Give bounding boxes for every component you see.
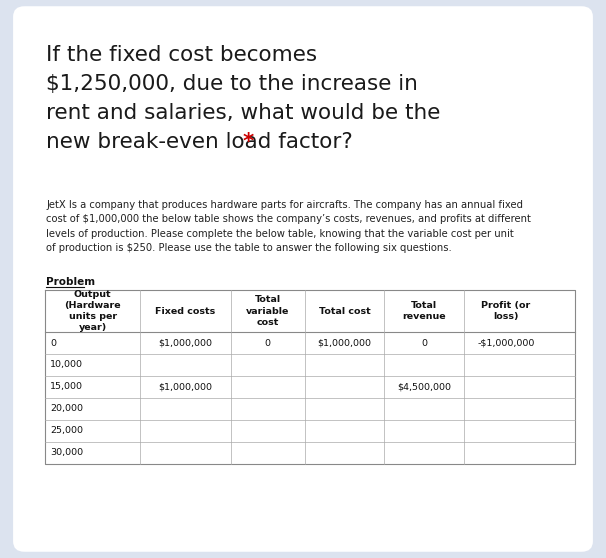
Text: Profit (or
loss): Profit (or loss) xyxy=(482,301,531,321)
Text: 0: 0 xyxy=(421,339,427,348)
Text: *: * xyxy=(242,132,253,152)
Text: 30,000: 30,000 xyxy=(50,449,83,458)
Text: 0: 0 xyxy=(265,339,271,348)
Text: Total
revenue: Total revenue xyxy=(402,301,446,321)
Text: new break-even load factor?: new break-even load factor? xyxy=(46,132,353,152)
Text: -$1,000,000: -$1,000,000 xyxy=(478,339,534,348)
Text: 0: 0 xyxy=(50,339,56,348)
Text: JetX Is a company that produces hardware parts for aircrafts. The company has an: JetX Is a company that produces hardware… xyxy=(46,200,531,253)
Text: rent and salaries, what would be the: rent and salaries, what would be the xyxy=(46,103,441,123)
Text: Fixed costs: Fixed costs xyxy=(155,306,216,315)
Text: 15,000: 15,000 xyxy=(50,382,83,392)
Text: $1,000,000: $1,000,000 xyxy=(158,382,213,392)
Text: 25,000: 25,000 xyxy=(50,426,83,435)
Text: $1,250,000, due to the increase in: $1,250,000, due to the increase in xyxy=(46,74,418,94)
Text: 20,000: 20,000 xyxy=(50,405,83,413)
Text: Total cost: Total cost xyxy=(319,306,370,315)
FancyBboxPatch shape xyxy=(13,6,593,552)
Text: If the fixed cost becomes: If the fixed cost becomes xyxy=(46,45,317,65)
Text: $4,500,000: $4,500,000 xyxy=(397,382,451,392)
Text: Problem: Problem xyxy=(46,277,95,287)
Text: $1,000,000: $1,000,000 xyxy=(158,339,213,348)
Text: $1,000,000: $1,000,000 xyxy=(318,339,371,348)
Text: Output
(Hardware
units per
year): Output (Hardware units per year) xyxy=(64,290,121,332)
Text: 10,000: 10,000 xyxy=(50,360,83,369)
Text: Total
variable
cost: Total variable cost xyxy=(246,295,289,326)
